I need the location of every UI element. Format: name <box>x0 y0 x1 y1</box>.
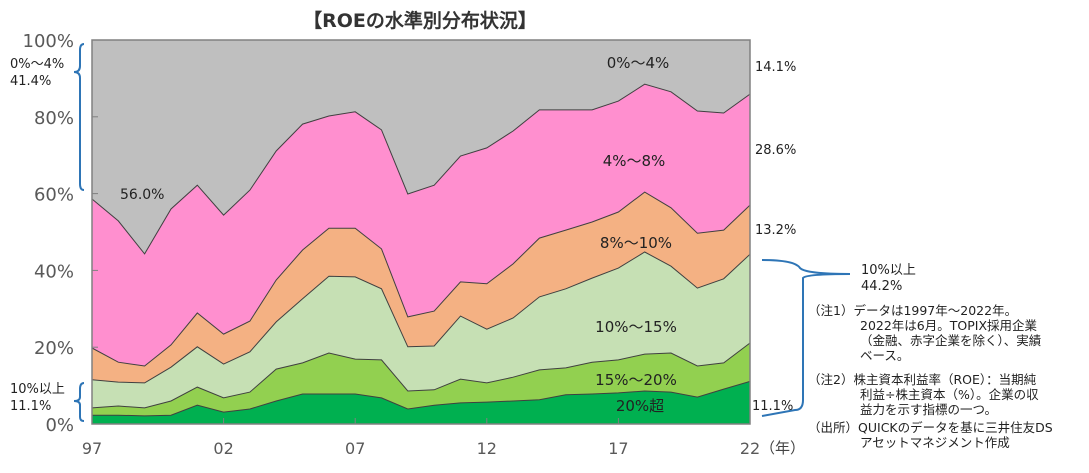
x-tick-label: 97 <box>82 439 102 458</box>
plot-frame <box>91 39 751 425</box>
brace-left-top <box>73 43 85 191</box>
x-axis: 97 02 07 12 17 22 <box>82 418 760 458</box>
right-value-20-over: 11.1% <box>752 399 793 414</box>
series-boundary-line <box>91 251 751 384</box>
label-4-8: 4%～8% <box>603 152 666 170</box>
note-1-line: ベース。 <box>860 348 910 363</box>
y-axis: 0% 20% 40% 60% 80% 100% <box>23 31 98 436</box>
x-tick-label: 07 <box>345 439 365 458</box>
area-series-4 <box>92 84 750 366</box>
area-series-1 <box>92 343 750 416</box>
note-2-line: 利益÷株主資本（%）。企業の収 <box>860 387 1039 402</box>
x-tick-label: 22 <box>740 439 760 458</box>
note-2-line: 益力を示す指標の一つ。 <box>860 402 998 417</box>
y-tick-label: 20% <box>34 338 74 359</box>
label-0-4: 0%～4% <box>607 54 670 72</box>
right-group-value: 44.2% <box>861 279 902 294</box>
left-top-label: 0%～4% <box>10 57 64 72</box>
series-boundary-line <box>91 191 751 367</box>
note-2-line: 株主資本利益率（ROE）：当期純 <box>853 372 1037 387</box>
chart-title: 【ROEの水準別分布状況】 <box>303 9 537 32</box>
x-tick-label: 12 <box>477 439 497 458</box>
note-1-line: 2022年は6月。TOPIX採用企業 <box>860 318 1038 333</box>
note-1-line: データは1997年～2022年。 <box>853 303 1018 318</box>
stacked-areas <box>91 40 751 424</box>
y-tick-label: 100% <box>23 31 74 52</box>
note-1-line: （金融、赤字企業を除く）、実績 <box>860 333 1042 348</box>
area-series-0 <box>92 381 750 424</box>
y-tick-label: 40% <box>34 261 74 282</box>
x-tick-label: 02 <box>213 439 233 458</box>
series-boundary-line <box>92 380 751 417</box>
right-value-8-10: 13.2% <box>755 223 796 238</box>
left-mid-value: 56.0% <box>120 187 164 203</box>
right-value-0-4: 14.1% <box>755 60 796 75</box>
area-series-2 <box>92 252 750 408</box>
label-15-20: 15%～20% <box>595 371 677 389</box>
label-8-10: 8%～10% <box>600 234 672 252</box>
left-bottom-value: 11.1% <box>10 399 51 414</box>
label-20-over: 20%超 <box>616 397 664 415</box>
series-boundary-line <box>91 83 751 255</box>
source-line: QUICKのデータを基に三井住友DS <box>858 420 1053 435</box>
source-note: （出所）QUICKのデータを基に三井住友DS アセットマネジメント作成 <box>808 420 1053 450</box>
note-1-prefix: （注1） <box>808 303 854 318</box>
right-value-4-8: 28.6% <box>755 143 796 158</box>
note-2: （注2）株主資本利益率（ROE）：当期純 利益÷株主資本（%）。企業の収 益力を… <box>808 372 1039 417</box>
x-tick-label: 17 <box>608 439 628 458</box>
source-prefix: （出所） <box>808 420 859 435</box>
y-tick-label: 60% <box>34 185 74 206</box>
note-1: （注1）データは1997年～2022年。 2022年は6月。TOPIX採用企業 … <box>808 303 1041 363</box>
x-axis-unit: （年） <box>760 439 805 457</box>
area-series-5 <box>92 40 750 254</box>
series-boundary-line <box>91 342 751 409</box>
brace-right <box>761 259 851 417</box>
left-top-value: 41.4% <box>10 74 51 89</box>
left-bottom-label: 10%以上 <box>10 382 65 397</box>
label-10-15: 10%～15% <box>595 318 677 336</box>
brace-left-bottom <box>73 382 85 422</box>
source-line: アセットマネジメント作成 <box>860 435 1010 450</box>
note-2-prefix: （注2） <box>808 372 854 387</box>
y-tick-label: 80% <box>34 108 74 129</box>
right-group-label: 10%以上 <box>861 263 916 278</box>
area-series-3 <box>92 192 750 383</box>
y-tick-label: 0% <box>45 415 74 436</box>
